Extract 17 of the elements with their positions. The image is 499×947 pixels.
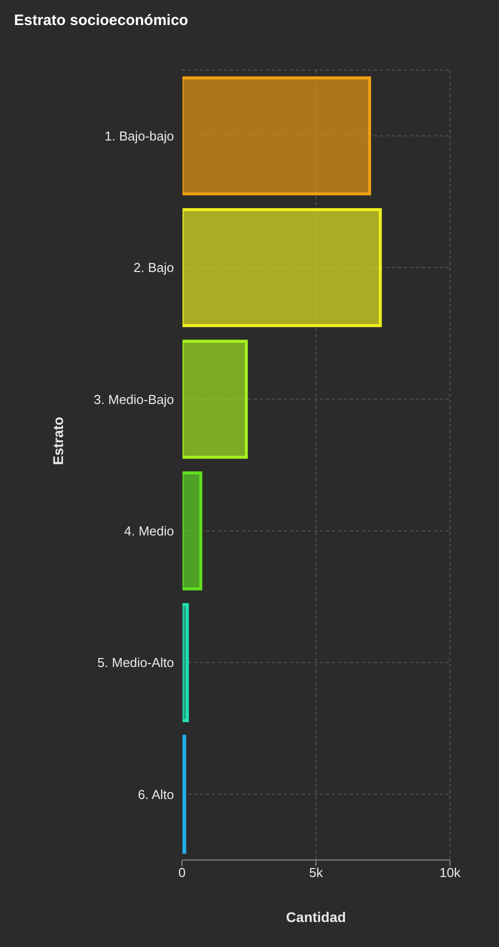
y-tick-label: 5. Medio-Alto xyxy=(97,655,174,670)
bar xyxy=(182,471,202,590)
y-tick-label: 6. Alto xyxy=(138,786,174,802)
y-tick-label: 3. Medio-Bajo xyxy=(94,392,174,407)
bar xyxy=(182,603,189,722)
chart-title: Estrato socioeconómico xyxy=(14,12,188,29)
x-axis-title: Cantidad xyxy=(286,909,346,925)
x-tick-label: 0 xyxy=(178,865,186,880)
y-tick-label: 2. Bajo xyxy=(134,260,174,276)
bar xyxy=(182,340,248,459)
bar xyxy=(182,76,372,196)
x-tick-label: 5k xyxy=(309,865,324,880)
x-tick-label: 10k xyxy=(440,865,461,880)
y-axis-title: Estrato xyxy=(50,416,66,465)
y-tick-label: 1. Bajo-bajo xyxy=(104,128,174,144)
bar xyxy=(182,208,382,328)
y-tick-label: 4. Medio xyxy=(124,523,174,538)
